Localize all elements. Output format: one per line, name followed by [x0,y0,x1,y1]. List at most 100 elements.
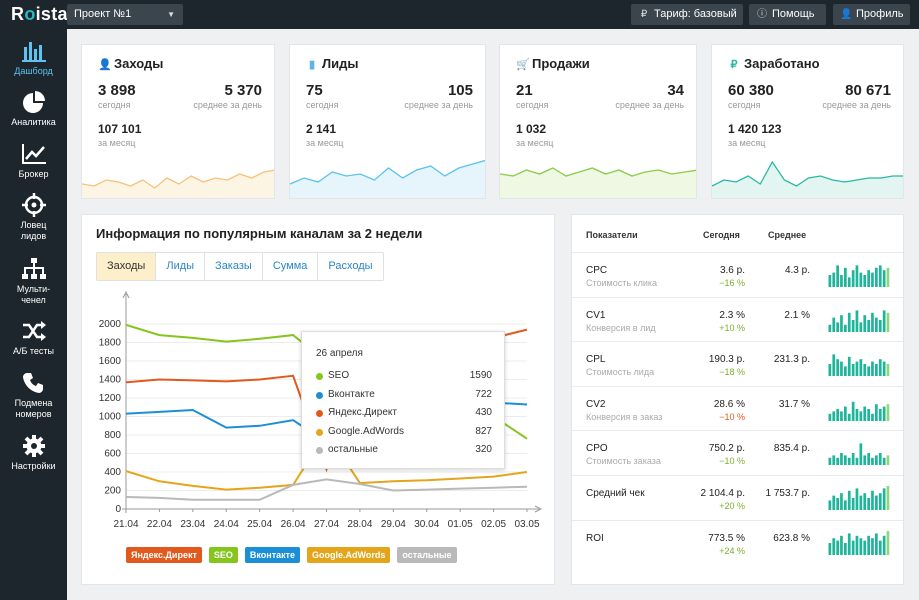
sparkline-line [712,160,903,187]
metric-name: CPC [586,265,608,276]
project-select[interactable]: Проект №1 ▼ [67,4,183,25]
metric-bar [847,312,851,332]
metric-delta: +24 % [719,545,745,556]
tooltip-row: SEO 1590 [316,370,492,384]
metric-bar [882,406,886,421]
kpi-card-earned: ₽ Заработано 60 380 сегодня 80 671 среднее за… [711,44,904,199]
metric-bar [851,453,855,466]
sidebar-item-number-substitution[interactable]: Подмена номеров [0,371,67,420]
metric-bar [859,272,863,287]
metric-bar [840,535,843,555]
sparkline-line [82,169,274,189]
sidebar-item-lead-catcher[interactable]: Ловец лидов [0,193,67,242]
header-today: Сегодня [703,230,740,240]
metric-bar [844,500,847,510]
metric-today-value: 2.3 % [719,309,745,321]
sidebar-item-dashboard[interactable]: Дашборд [0,39,67,77]
legend-item[interactable]: Яндекс.Директ [126,547,202,563]
metric-bar [859,359,863,377]
sidebar-item-label: лидов [20,231,47,241]
metric-delta: −18 % [719,367,745,378]
metric-bar [844,455,847,466]
metric-delta: +20 % [719,501,745,511]
month-value: 2 141 [306,122,337,136]
sparkline [82,169,274,198]
metric-bar [867,319,870,332]
tooltip-row: Google.AdWords 827 [316,426,492,440]
channels-chart-card: Информация по популярным каналам за 2 не… [81,214,555,585]
metric-bar [863,493,867,510]
metrics-table: Показатели Сегодня Среднее CPC Стоимость … [571,214,904,585]
chart-tooltip: 26 апреля SEO 1590 Вконтакте 722 Яндекс.Дире… [301,331,505,469]
today-value: 75 [306,82,323,99]
tab-sum[interactable]: Сумма [261,253,318,280]
sidebar-item-analytics[interactable]: Аналитика [0,90,67,128]
metric-bar [828,500,832,510]
tariff-button[interactable]: ₽ Тариф: базовый [631,4,743,25]
metric-delta: −10 % [719,411,745,422]
metric-bar [836,458,839,466]
metric-bar [832,455,836,466]
sparkline-line [290,159,485,185]
sidebar-item-multichannel[interactable]: Мульти- ченел [0,257,67,306]
month-label: за месяц [728,138,766,148]
metric-bar [847,413,851,421]
metric-bar [840,453,843,466]
metric-bar [882,361,886,377]
tooltip-series-name: Вконтакте [328,388,375,400]
sidebar-item-settings[interactable]: Настройки [0,434,67,472]
metric-bar [878,540,882,555]
metric-bar [871,537,874,555]
tooltip-series-value: 827 [475,425,492,437]
metric-bar [840,275,843,287]
metric-row: CPL Стоимость лида 190.3 р. −18 % 231.3 р. [572,341,903,386]
metric-bar [844,542,847,555]
ruble-icon: ₽ [640,9,648,20]
metric-bar [882,535,886,555]
legend-item[interactable]: Вконтакте [244,547,301,563]
chart-tabs: Заходы Лиды Заказы Сумма Расходы [96,252,384,281]
legend-item[interactable]: SEO [208,547,238,563]
metric-bar [886,312,890,332]
metric-bar [882,488,886,510]
metric-bar [847,532,851,555]
tab-leads[interactable]: Лиды [155,253,204,280]
help-button[interactable]: ⓘ Помощь [749,4,826,25]
today-value: 3 898 [98,82,136,99]
sidebar-item-broker[interactable]: Брокер [0,142,67,180]
metric-bar [828,364,832,377]
tooltip-series-value: 320 [475,444,492,455]
profile-button[interactable]: 👤 Профиль [833,4,910,25]
series-line-4[interactable] [125,478,528,501]
sidebar-item-ab-tests[interactable]: А/Б тесты [0,319,67,357]
tooltip-series-name: SEO [328,370,350,381]
legend-item[interactable]: Google.AdWords [307,547,391,563]
metric-bar [840,411,843,421]
sparkline-line [500,167,696,177]
sidebar: Дашборд Аналитика Брокер Ловец лидов Мул… [0,29,67,600]
metric-today-value: 2 104.4 р. [700,488,745,499]
metric-bar [847,356,851,377]
tab-visits[interactable]: Заходы [97,253,156,280]
y-tick-label: 400 [104,467,121,478]
user-icon: 👤 [840,9,853,20]
sparkline-area [290,160,485,198]
metric-description: Стоимость заказа [586,456,661,467]
tab-orders[interactable]: Заказы [204,253,262,280]
tab-expenses[interactable]: Расходы [317,253,382,280]
sidebar-item-label: Дашборд [14,66,53,76]
x-tick-label: 24.04 [214,519,239,530]
metric-bar [851,364,855,377]
metric-row: Средний чек 2 104.4 р. +20 % 1 753.7 р. [572,475,903,520]
metric-today-value: 28.6 % [713,398,745,410]
metric-bar [859,495,863,510]
series-dot [316,428,323,436]
logo[interactable]: Roistat [11,4,75,24]
metric-bar [859,321,863,332]
metric-bar [851,540,855,555]
metric-row: CPO Стоимость заказа 750.2 р. −10 % 835.4 р. [572,430,903,475]
legend-item[interactable]: остальные [397,547,457,563]
average-value: 34 [667,82,684,99]
y-tick-label: 200 [104,486,121,497]
metric-description: Стоимость клика [586,278,658,288]
